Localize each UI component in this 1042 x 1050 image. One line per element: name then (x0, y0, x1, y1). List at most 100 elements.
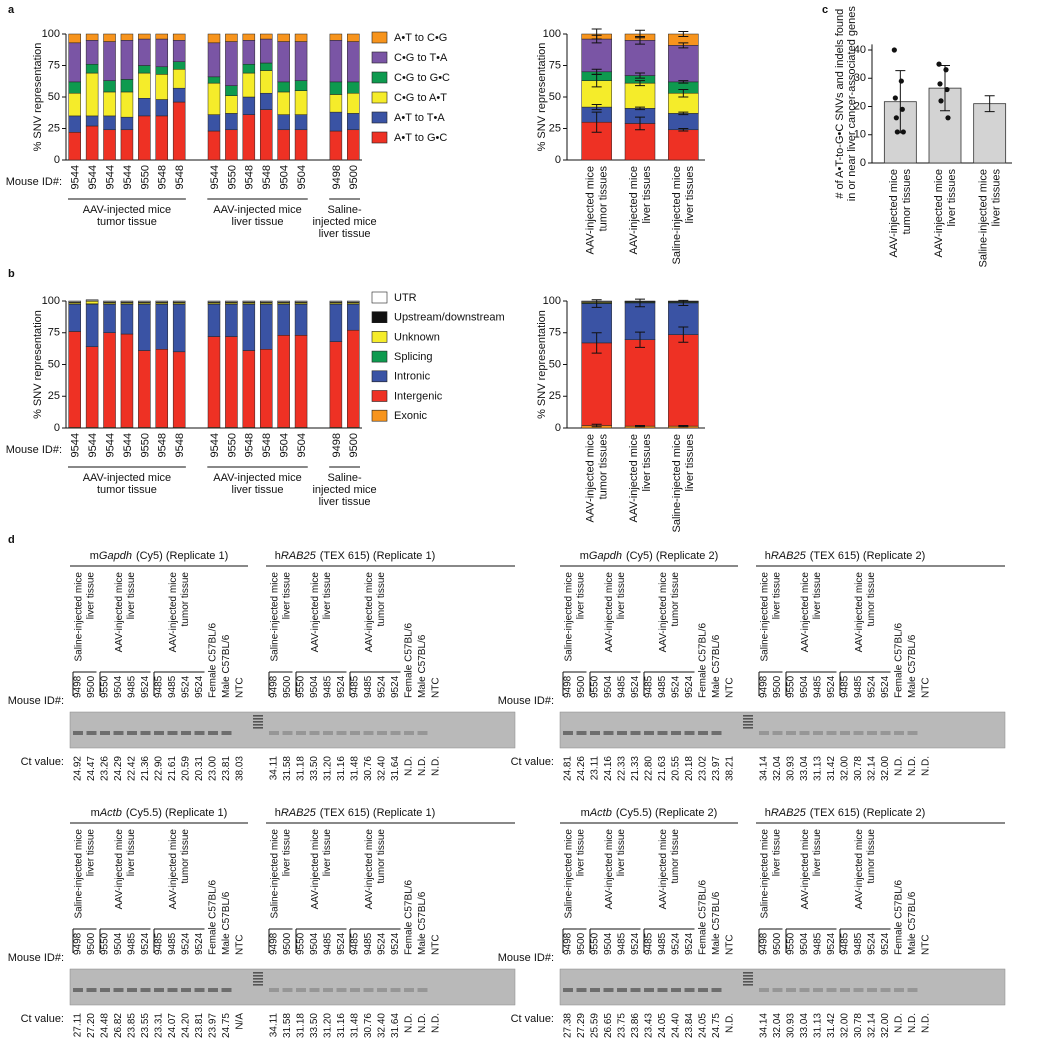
ladder-band (253, 972, 263, 974)
x-tick-label: liver tissues (641, 166, 653, 224)
bar-segment (277, 91, 290, 115)
bar-segment (172, 101, 186, 161)
lane-label: 9498 (759, 675, 770, 698)
lane-label: 9500 (576, 932, 587, 955)
x-tick-label: tumor tissues (598, 166, 610, 232)
x-tick-label: 9544 (122, 433, 134, 457)
ct-value: N.D. (907, 756, 918, 776)
bar-segment (103, 332, 116, 428)
y-tick-label: 100 (543, 295, 561, 307)
x-tick-label: liver tissues (991, 169, 1003, 227)
legend-swatch (371, 311, 388, 324)
y-axis-label: in or near liver cancer-associated genes (846, 6, 858, 202)
legend-swatch (371, 291, 388, 304)
bar-segment (329, 341, 343, 428)
bar-segment (172, 33, 186, 41)
bar-segment (329, 94, 343, 113)
y-tick-label: 0 (54, 154, 60, 166)
bar-segment (225, 95, 238, 114)
group-label: AAV-injected mice (310, 829, 321, 910)
y-tick-label: 40 (854, 44, 866, 56)
gel-title: mActb (Cy5.5) (Replicate 2) (581, 807, 718, 819)
gel-band (390, 731, 401, 735)
group-label: liver tissue (771, 572, 782, 620)
gel-title-gene: RAB25 (281, 807, 317, 819)
lane-label: 9524 (867, 675, 878, 698)
lane-label: 9524 (336, 675, 347, 698)
group-label: AAV-injected mice (854, 572, 865, 653)
lane-label: 9524 (194, 932, 205, 955)
ct-value: 32.00 (880, 756, 891, 781)
bar-segment (242, 96, 256, 115)
gel-band (377, 988, 387, 992)
lane-label: 9498 (759, 932, 770, 955)
y-axis-label: # of A•T-to-G•C SNVs and indels found (834, 9, 846, 199)
error-bar (635, 331, 645, 348)
bar-segment (155, 38, 169, 68)
gel-band (154, 988, 164, 992)
y-tick-label: 100 (42, 28, 60, 40)
ct-value: 23.75 (617, 1013, 628, 1038)
lane-label: 9524 (377, 675, 388, 698)
y-axis-label: % SNV representation (536, 43, 548, 152)
bar-segment (68, 331, 81, 428)
ladder-band (253, 981, 263, 983)
ct-value: N.D. (894, 1013, 905, 1033)
ct-value: 21.33 (630, 756, 641, 781)
gel-band (296, 988, 306, 992)
ct-value: 32.00 (880, 1013, 891, 1038)
y-tick-label: 75 (48, 59, 60, 71)
bar-segment (668, 113, 699, 131)
gel-band (772, 988, 783, 992)
ct-value: 32.14 (867, 756, 878, 781)
ct-value: 27.29 (576, 1013, 587, 1038)
ladder-band (743, 724, 753, 726)
lane-label: Female C57BL/6 (404, 623, 415, 698)
legend-swatch (371, 370, 388, 383)
bar-segment (68, 92, 81, 117)
gel-band (377, 731, 387, 735)
bar-segment (207, 336, 221, 428)
y-axis-label: % SNV representation (32, 310, 44, 419)
lane-label: 9485 (154, 675, 165, 698)
y-tick-label: 0 (54, 422, 60, 434)
error-bar (678, 299, 689, 306)
ct-value: 31.64 (390, 1013, 401, 1038)
bar-segment (242, 63, 256, 74)
ct-value: 23.81 (194, 1013, 205, 1038)
gel-title-prefix: h (275, 550, 281, 562)
x-tick-label: 9548 (244, 433, 256, 457)
bar-segment (277, 300, 290, 303)
gel-title: hRAB25 (TEX 615) (Replicate 2) (765, 550, 926, 562)
gel-band (711, 988, 722, 992)
bar-segment (624, 40, 656, 76)
lane-label: 9524 (181, 675, 192, 698)
ct-value: N.D. (921, 756, 932, 776)
x-tick-label: 9504 (279, 165, 291, 189)
bar-segment (68, 81, 81, 94)
ct-value: 23.11 (590, 756, 601, 781)
ct-value: 26.82 (113, 1013, 124, 1038)
group-label: AAV-injected mice (854, 829, 865, 910)
group-label: Saline-injected mice (269, 829, 280, 919)
ct-value: 34.14 (759, 756, 770, 781)
bar-segment (207, 114, 221, 132)
group-label: liver tissue (322, 829, 333, 877)
lane-label: 9524 (630, 932, 641, 955)
ct-value: 24.07 (167, 1013, 178, 1038)
lane-label: 9485 (853, 675, 864, 698)
gel-band (563, 731, 573, 735)
gel-title: mActb (Cy5.5) (Replicate 1) (91, 807, 228, 819)
lane-label: NTC (235, 934, 246, 955)
lane-label: Female C57BL/6 (894, 623, 905, 698)
legend-label: Exonic (394, 410, 428, 422)
gel-title-prefix: h (275, 807, 281, 819)
bar-segment (242, 114, 256, 161)
ladder-band (253, 724, 263, 726)
group-label: liver tissue (322, 572, 333, 620)
bar-segment (347, 329, 360, 428)
gel-band (167, 731, 178, 735)
bar-segment (329, 303, 343, 342)
bar-segment (120, 300, 134, 303)
bar-segment (225, 303, 238, 337)
